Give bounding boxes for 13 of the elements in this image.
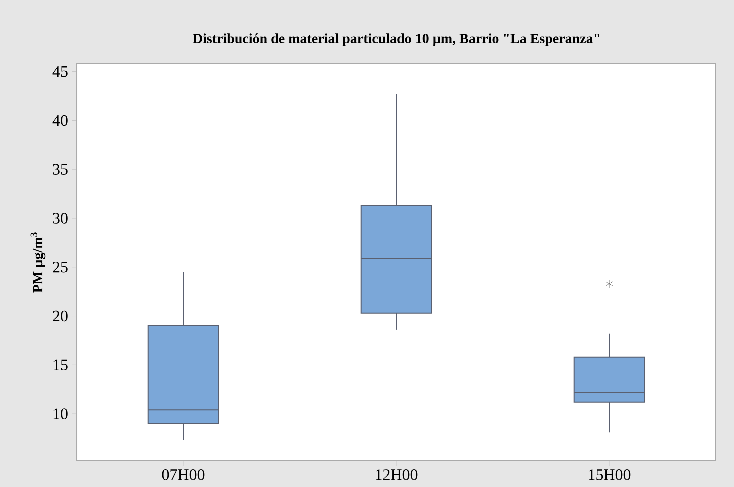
- y-tick-label: 10: [54, 408, 68, 420]
- y-tick-label: 35: [53, 164, 68, 175]
- y-tick-label: 40: [52, 115, 68, 126]
- x-tick-label: 15H00: [589, 470, 631, 480]
- y-tick-label: 30: [53, 213, 68, 224]
- y-tick-label: 15: [54, 360, 68, 371]
- x-tick-label: 12H00: [376, 470, 418, 480]
- y-tick-label: 45: [52, 66, 68, 78]
- chart-title: Distribución de material particulado 10 µm, Barrio "La Esperanza": [193, 34, 600, 46]
- y-tick-label: 25: [53, 262, 68, 273]
- y-tick-label: 20: [53, 310, 68, 322]
- x-tick-label: 07H00: [162, 470, 205, 480]
- y-axis-title: PM µg/m$^{3}$: [30, 232, 46, 293]
